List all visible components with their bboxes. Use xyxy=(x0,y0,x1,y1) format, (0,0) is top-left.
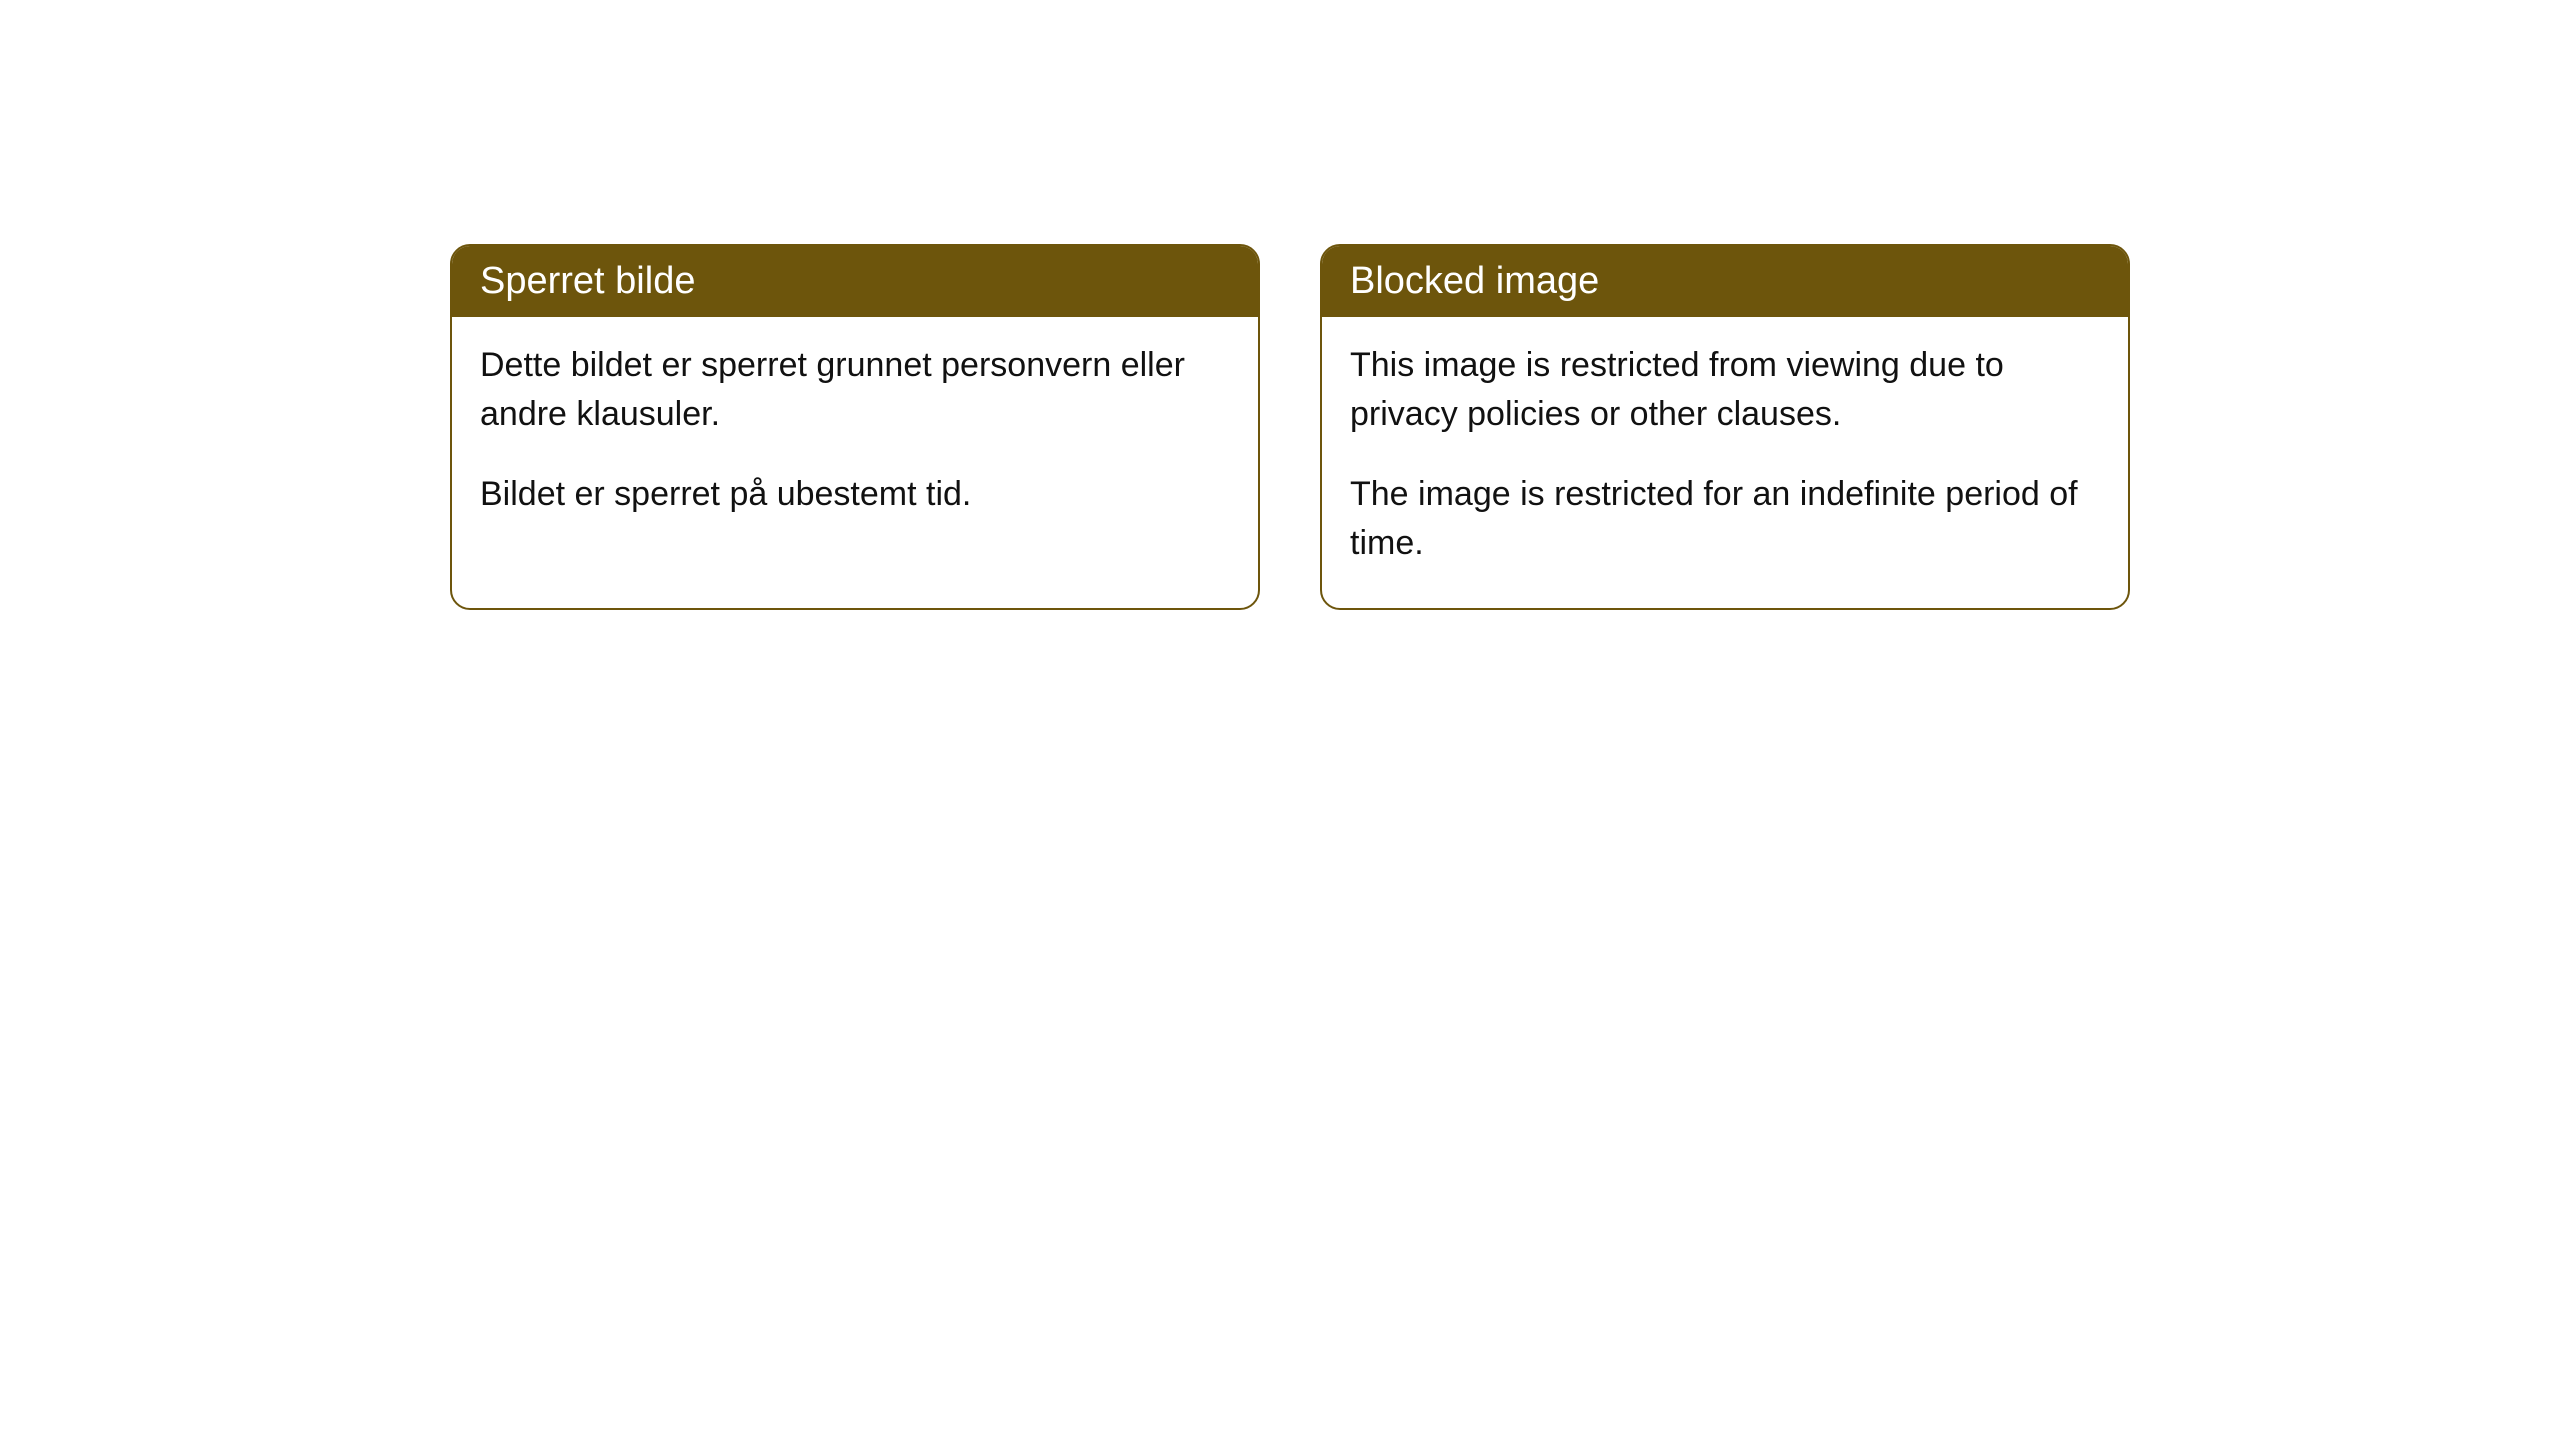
notice-container: Sperret bilde Dette bildet er sperret gr… xyxy=(0,0,2560,610)
notice-body-english: This image is restricted from viewing du… xyxy=(1322,317,2128,608)
notice-card-norwegian: Sperret bilde Dette bildet er sperret gr… xyxy=(450,244,1260,610)
notice-body-norwegian: Dette bildet er sperret grunnet personve… xyxy=(452,317,1258,559)
notice-text-norwegian-line2: Bildet er sperret på ubestemt tid. xyxy=(480,470,1230,519)
notice-text-norwegian-line1: Dette bildet er sperret grunnet personve… xyxy=(480,341,1230,440)
notice-header-norwegian: Sperret bilde xyxy=(452,246,1258,317)
notice-text-english-line2: The image is restricted for an indefinit… xyxy=(1350,470,2100,569)
notice-title-english: Blocked image xyxy=(1350,260,1599,302)
notice-header-english: Blocked image xyxy=(1322,246,2128,317)
notice-card-english: Blocked image This image is restricted f… xyxy=(1320,244,2130,610)
notice-title-norwegian: Sperret bilde xyxy=(480,260,695,302)
notice-text-english-line1: This image is restricted from viewing du… xyxy=(1350,341,2100,440)
